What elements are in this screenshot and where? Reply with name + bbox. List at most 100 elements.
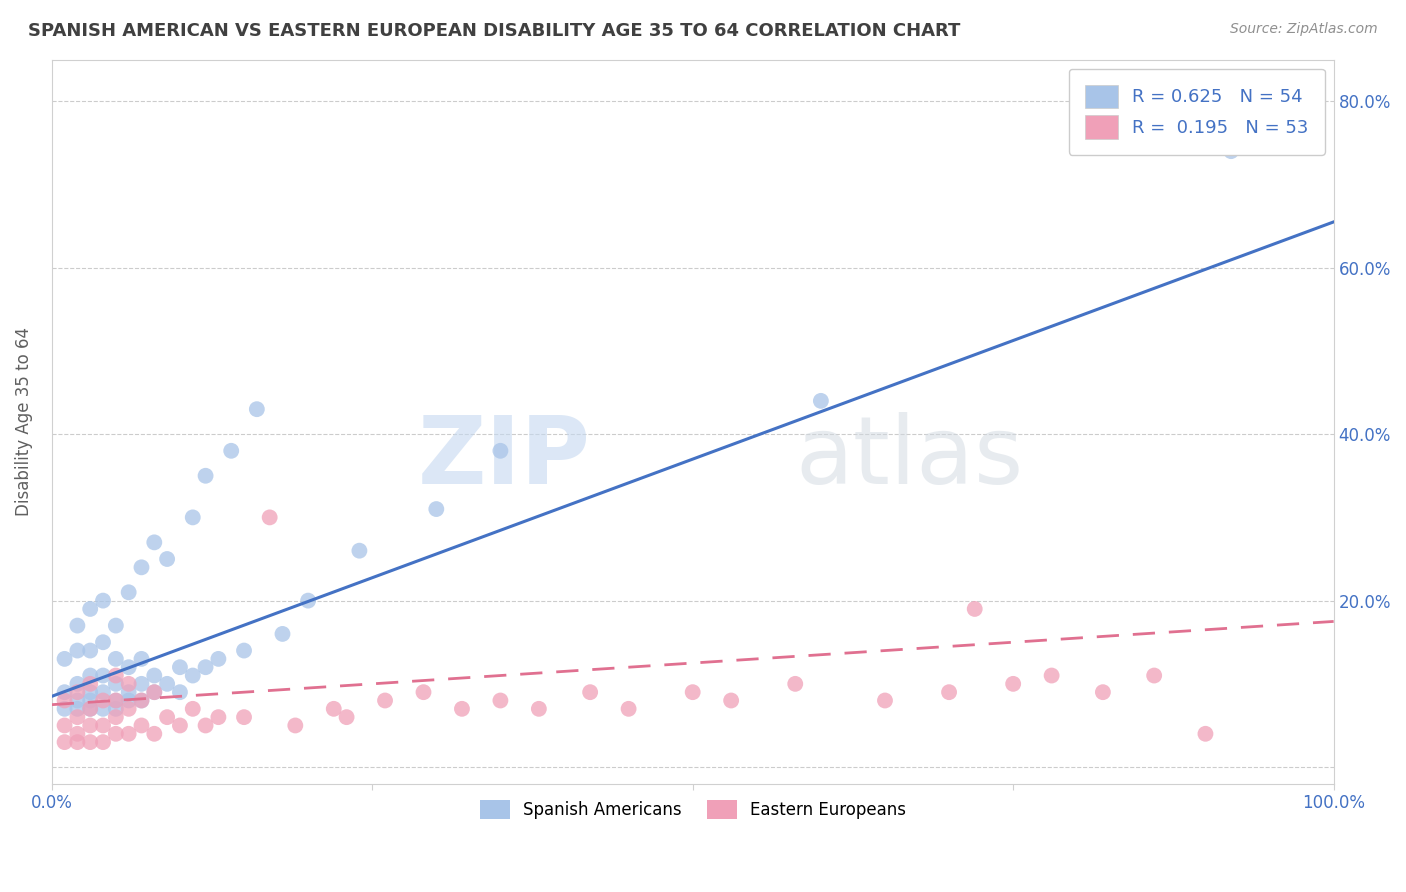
Point [284,718,307,732]
Point [104,618,127,632]
Point [259,510,281,524]
Point [118,693,141,707]
Point [963,602,986,616]
Text: atlas: atlas [796,412,1024,504]
Text: ZIP: ZIP [418,412,591,504]
Point [79,735,101,749]
Point [810,393,832,408]
Point [118,727,141,741]
Point [143,685,166,699]
Point [194,660,217,674]
Point [66,693,89,707]
Point [207,710,229,724]
Point [79,718,101,732]
Point [104,677,127,691]
Point [104,693,127,707]
Point [79,702,101,716]
Point [79,677,101,691]
Point [53,685,76,699]
Point [104,668,127,682]
Point [873,693,896,707]
Point [104,693,127,707]
Point [1040,668,1063,682]
Point [91,593,114,607]
Point [66,618,89,632]
Point [169,660,191,674]
Point [104,710,127,724]
Point [682,685,704,699]
Point [66,685,89,699]
Point [233,643,256,657]
Point [349,543,371,558]
Point [66,727,89,741]
Point [412,685,434,699]
Point [53,735,76,749]
Point [143,535,166,549]
Point [131,693,153,707]
Point [66,735,89,749]
Point [131,693,153,707]
Point [79,643,101,657]
Point [79,685,101,699]
Point [118,685,141,699]
Point [66,702,89,716]
Point [79,668,101,682]
Text: SPANISH AMERICAN VS EASTERN EUROPEAN DISABILITY AGE 35 TO 64 CORRELATION CHART: SPANISH AMERICAN VS EASTERN EUROPEAN DIS… [28,22,960,40]
Point [91,693,114,707]
Point [91,668,114,682]
Point [53,652,76,666]
Point [181,702,204,716]
Point [104,652,127,666]
Point [91,685,114,699]
Point [143,727,166,741]
Point [104,702,127,716]
Point [617,702,640,716]
Text: Source: ZipAtlas.com: Source: ZipAtlas.com [1230,22,1378,37]
Point [91,718,114,732]
Point [131,560,153,574]
Point [322,702,344,716]
Point [79,693,101,707]
Point [53,693,76,707]
Point [169,718,191,732]
Point [143,668,166,682]
Point [181,510,204,524]
Point [91,735,114,749]
Point [489,443,512,458]
Point [1091,685,1114,699]
Point [219,443,242,458]
Point [169,685,191,699]
Point [938,685,960,699]
Point [579,685,602,699]
Legend: Spanish Americans, Eastern Europeans: Spanish Americans, Eastern Europeans [472,794,912,826]
Point [1220,144,1243,158]
Point [1143,668,1166,682]
Point [66,677,89,691]
Point [489,693,512,707]
Point [118,660,141,674]
Point [156,710,179,724]
Point [91,702,114,716]
Point [1002,677,1025,691]
Point [720,693,742,707]
Point [336,710,359,724]
Point [79,702,101,716]
Point [1194,727,1216,741]
Point [91,635,114,649]
Point [207,652,229,666]
Point [271,627,294,641]
Point [246,402,269,417]
Point [104,727,127,741]
Point [233,710,256,724]
Point [374,693,396,707]
Point [156,677,179,691]
Point [131,677,153,691]
Point [53,718,76,732]
Point [297,593,319,607]
Point [156,552,179,566]
Point [425,502,447,516]
Point [131,652,153,666]
Point [194,468,217,483]
Point [451,702,474,716]
Point [66,643,89,657]
